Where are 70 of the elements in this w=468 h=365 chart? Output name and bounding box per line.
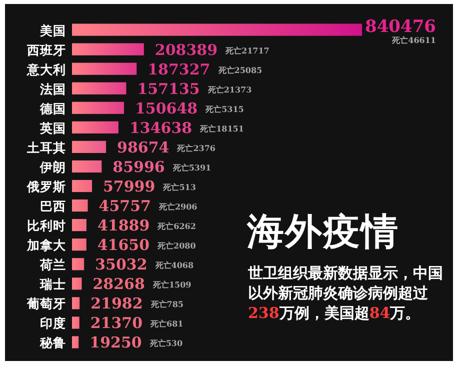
bar xyxy=(72,199,88,212)
data-label: 208389 xyxy=(154,40,218,59)
text: 世卫组织最新数据显示，中国以外新冠肺炎确诊病例超过238万例，美国超84万。 xyxy=(247,264,443,322)
y-tick-label: 加拿大 xyxy=(26,238,67,253)
y-tick-label: 西班牙 xyxy=(26,42,66,58)
y-tick-label: 英国 xyxy=(39,120,66,136)
annotation: 死亡513 xyxy=(162,182,196,192)
annotation: 死亡6262 xyxy=(156,221,196,232)
data-label: 28268 xyxy=(92,275,145,294)
annotation: 死亡5391 xyxy=(172,162,212,172)
data-label: 41889 xyxy=(97,216,150,235)
annotation: 死亡785 xyxy=(150,299,184,310)
bar xyxy=(72,140,106,153)
data-label: 187327 xyxy=(148,60,210,78)
bar xyxy=(72,121,118,134)
y-tick-label: 比利时 xyxy=(27,218,66,234)
data-label: 98674 xyxy=(117,138,170,156)
annotation: 死亡2080 xyxy=(156,240,196,251)
annotation: 死亡2376 xyxy=(176,142,216,153)
data-label: 57999 xyxy=(103,178,156,196)
annotation: 死亡25085 xyxy=(217,64,262,75)
bar xyxy=(72,278,82,290)
y-tick-label: 瑞士 xyxy=(39,276,66,292)
text: 死亡46611 xyxy=(391,34,436,45)
y-tick-label: 葡萄牙 xyxy=(26,296,66,312)
data-label: 45757 xyxy=(98,197,151,216)
data-label: 21982 xyxy=(90,294,143,313)
y-tick-label: 印度 xyxy=(40,316,66,331)
y-tick-label: 美国 xyxy=(39,22,66,38)
data-label: 41650 xyxy=(97,236,150,254)
annotation: 死亡2906 xyxy=(158,202,198,212)
data-label: 85996 xyxy=(112,158,165,176)
data-label: 157135 xyxy=(137,80,200,98)
annotation: 死亡21373 xyxy=(206,84,252,94)
y-tick-label: 意大利 xyxy=(26,62,66,77)
bar xyxy=(72,219,86,232)
annotation: 死亡530 xyxy=(148,338,183,348)
y-tick-label: 俄罗斯 xyxy=(26,179,66,194)
annotation: 死亡21717 xyxy=(224,45,270,56)
annotation: 死亡18151 xyxy=(199,123,244,134)
y-tick-label: 土耳其 xyxy=(26,140,66,155)
bar xyxy=(72,160,102,173)
data-label: 840476 xyxy=(365,16,436,37)
y-tick-label: 巴西 xyxy=(40,198,66,214)
annotation: 死亡681 xyxy=(150,318,184,329)
y-tick-label: 伊朗 xyxy=(39,159,66,174)
data-label: 35032 xyxy=(95,256,148,274)
annotation: 死亡5315 xyxy=(204,104,244,114)
bar xyxy=(72,336,79,348)
bar xyxy=(72,238,86,251)
bar xyxy=(72,62,137,75)
annotation: 死亡1509 xyxy=(152,280,192,290)
bar xyxy=(72,180,92,192)
bar xyxy=(72,102,124,114)
bar xyxy=(72,316,80,329)
data-label: 150648 xyxy=(134,99,198,118)
data-label: 21370 xyxy=(90,314,143,332)
text: 海外疫情 xyxy=(246,209,399,253)
data-label: 134638 xyxy=(129,118,192,137)
y-tick-label: 法国 xyxy=(39,81,66,96)
bar xyxy=(72,82,126,94)
y-tick-label: 德国 xyxy=(39,100,66,116)
y-tick-label: 荷兰 xyxy=(39,257,66,272)
bar xyxy=(72,24,362,36)
bar xyxy=(72,258,84,270)
y-tick-label: 秘鲁 xyxy=(39,335,66,350)
bar xyxy=(72,43,144,56)
bar xyxy=(72,297,80,310)
annotation: 死亡4068 xyxy=(154,260,194,270)
data-label: 19250 xyxy=(90,334,142,352)
